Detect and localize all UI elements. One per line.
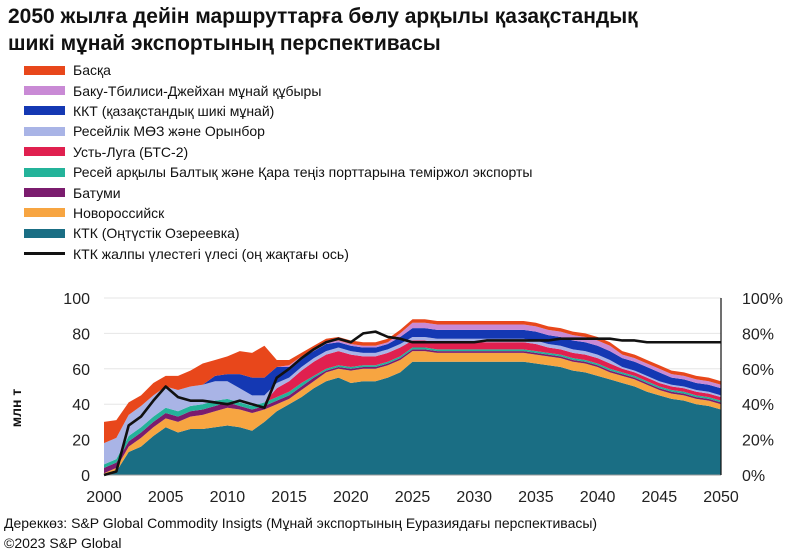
source-text: Дереккөз: S&P Global Commodity Insigts (… [4, 515, 598, 531]
x-tick-label: 2000 [86, 489, 122, 506]
legend-swatch [24, 126, 65, 136]
x-tick-label: 2020 [333, 489, 369, 506]
legend-label: Новороссийск [73, 204, 165, 221]
x-tick-label: 2045 [642, 489, 678, 506]
legend-label: Ресей арқылы Балтық және Қара теңіз порт… [73, 164, 533, 181]
area-series [104, 319, 721, 475]
y2-tick-label: 60% [742, 362, 774, 379]
legend-item: Ресейлік МӨЗ және Орынбор [24, 121, 664, 141]
y-tick-label: 100 [63, 291, 90, 308]
area-series-band [104, 361, 721, 475]
y-tick-label: 40 [72, 397, 90, 414]
legend-line-swatch [24, 252, 65, 256]
ctc-share-line [103, 330, 721, 477]
legend-item: ККТ (қазақстандық шикі мұнай) [24, 101, 664, 121]
legend-label: КТК жалпы үлестегі үлесі (оң жақтағы ось… [73, 245, 349, 262]
legend-item: Басқа [24, 60, 664, 80]
legend-item: КТК (Оңтүстік Озереевка) [24, 223, 664, 243]
legend-item: Батуми [24, 182, 664, 202]
legend-item: КТК жалпы үлестегі үлесі (оң жақтағы ось… [24, 244, 664, 264]
legend-label: Батуми [73, 184, 121, 201]
x-tick-label: 2025 [395, 489, 431, 506]
legend-swatch [24, 147, 65, 157]
legend-item: Ресей арқылы Балтық және Қара теңіз порт… [24, 162, 664, 182]
legend-label: Баку-Тбилиси-Джейхан мұнай құбыры [73, 82, 322, 99]
x-tick-label: 2015 [271, 489, 307, 506]
chart-title-line-2: шикі мұнай экспортының перспективасы [8, 32, 441, 55]
chart-title: 2050 жылға дейін маршруттарға бөлу арқыл… [8, 3, 788, 57]
legend-item: Баку-Тбилиси-Джейхан мұнай құбыры [24, 80, 664, 100]
legend-swatch [24, 188, 65, 198]
y-tick-label: 60 [72, 362, 90, 379]
chart-legend: Басқа Баку-Тбилиси-Джейхан мұнай құбыры КК… [24, 60, 664, 264]
y2-tick-label: 0% [742, 468, 765, 485]
y2-tick-label: 100% [742, 291, 783, 308]
y2-tick-label: 20% [742, 433, 774, 450]
legend-swatch [24, 86, 65, 96]
legend-label: ККТ (қазақстандық шикі мұнай) [73, 102, 275, 119]
x-tick-label: 2010 [210, 489, 246, 506]
y-tick-label: 0 [81, 468, 90, 485]
legend-label: Усть-Луга (БТС-2) [73, 143, 189, 160]
axes [104, 298, 722, 476]
y-tick-label: 20 [72, 433, 90, 450]
source-note: Дереккөз: S&P Global Commodity Insigts (… [4, 513, 597, 553]
legend-swatch [24, 167, 65, 177]
legend-swatch [24, 208, 65, 218]
chart-title-line-1: 2050 жылға дейін маршруттарға бөлу арқыл… [8, 5, 638, 28]
legend-label: Ресейлік МӨЗ және Орынбор [73, 123, 265, 140]
legend-label: КТК (Оңтүстік Озереевка) [73, 225, 240, 242]
area-series-band [104, 319, 721, 444]
legend-label: Басқа [73, 62, 111, 79]
legend-item: Новороссийск [24, 203, 664, 223]
legend-item: Усть-Луга (БТС-2) [24, 142, 664, 162]
y2-tick-label: 80% [742, 326, 774, 343]
area-series-band [104, 351, 721, 475]
legend-swatch [24, 106, 65, 116]
legend-swatch [24, 228, 65, 238]
legend-swatch [24, 65, 65, 75]
y2-tick-label: 40% [742, 397, 774, 414]
x-tick-label: 2005 [148, 489, 184, 506]
x-tick-label: 2035 [518, 489, 554, 506]
x-tick-label: 2050 [703, 489, 739, 506]
x-tick-label: 2040 [580, 489, 616, 506]
copyright-text: ©2023 S&P Global [4, 535, 122, 551]
y-tick-label: 80 [72, 326, 90, 343]
line-series [103, 330, 721, 477]
x-tick-label: 2030 [456, 489, 492, 506]
